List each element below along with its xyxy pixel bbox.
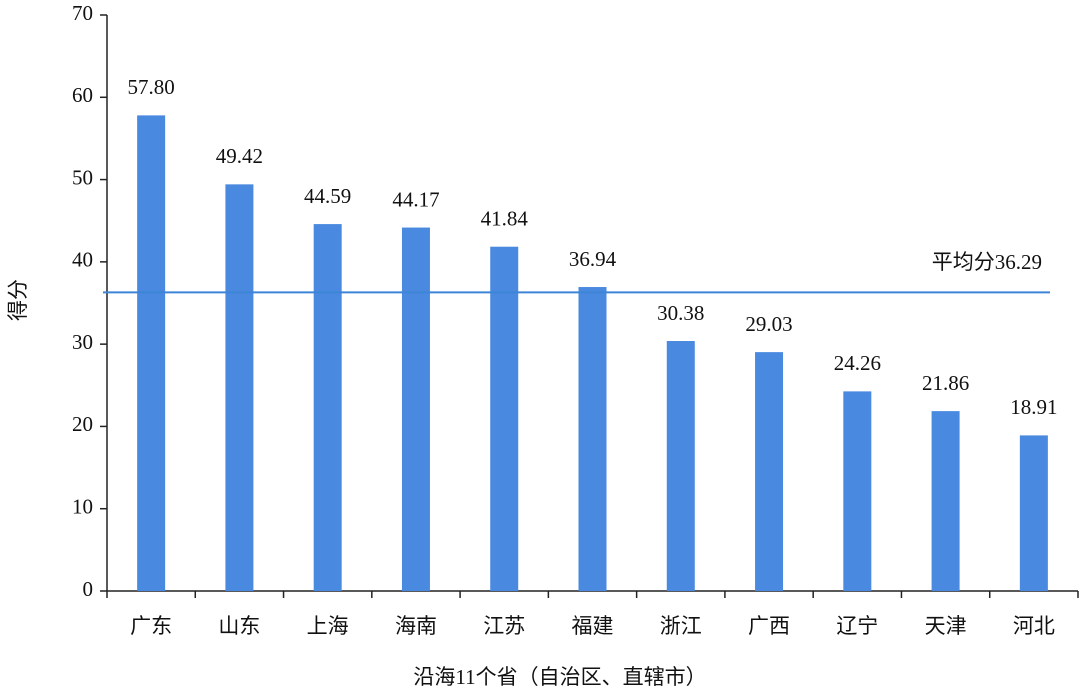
bar — [137, 115, 166, 591]
x-tick-label: 上海 — [307, 614, 349, 638]
y-tick-label: 60 — [72, 83, 93, 107]
value-label: 49.42 — [216, 144, 263, 168]
value-label: 21.86 — [922, 371, 969, 395]
value-label: 57.80 — [128, 75, 175, 99]
bar — [313, 224, 342, 591]
y-tick-label: 30 — [72, 330, 93, 354]
x-tick-label: 辽宁 — [836, 614, 878, 638]
y-axis-label: 得分 — [6, 279, 30, 321]
x-tick-label: 天津 — [925, 614, 967, 638]
value-label: 24.26 — [834, 351, 881, 375]
bar — [578, 287, 607, 591]
x-axis-label: 沿海11个省（自治区、直辖市） — [413, 665, 706, 689]
value-label: 41.84 — [481, 207, 529, 231]
bar — [931, 411, 960, 591]
y-tick-label: 0 — [83, 577, 94, 601]
bar — [225, 184, 254, 591]
bar — [843, 391, 872, 591]
value-label: 36.94 — [569, 247, 617, 271]
value-label: 44.59 — [304, 184, 351, 208]
x-tick-label: 广东 — [130, 614, 172, 638]
x-tick-label: 山东 — [218, 614, 260, 638]
value-label: 30.38 — [657, 301, 704, 325]
bar — [490, 246, 519, 592]
value-label: 44.17 — [392, 187, 439, 211]
x-tick-label: 福建 — [572, 614, 614, 638]
y-tick-label: 10 — [72, 495, 93, 519]
value-label: 18.91 — [1010, 395, 1057, 419]
x-tick-label: 江苏 — [483, 614, 525, 638]
y-tick-label: 70 — [72, 1, 93, 25]
bar — [401, 227, 430, 591]
bar — [1019, 435, 1048, 591]
x-tick-label: 河北 — [1013, 614, 1055, 638]
value-label: 29.03 — [745, 312, 792, 336]
x-tick-label: 海南 — [395, 614, 437, 638]
average-label: 平均分36.29 — [932, 250, 1042, 274]
bar — [755, 352, 784, 591]
y-tick-label: 40 — [72, 248, 93, 272]
x-tick-label: 浙江 — [660, 614, 702, 638]
y-tick-label: 50 — [72, 165, 93, 189]
x-tick-label: 广西 — [748, 614, 790, 638]
bar — [666, 341, 695, 591]
y-tick-label: 20 — [72, 412, 93, 436]
